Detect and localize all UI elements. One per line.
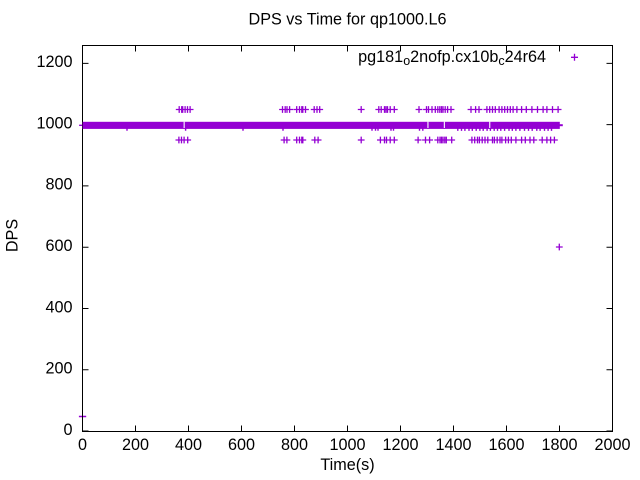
svg-text:Time(s): Time(s) <box>320 456 374 474</box>
svg-text:800: 800 <box>281 436 308 454</box>
svg-text:1200: 1200 <box>382 436 418 454</box>
svg-text:0: 0 <box>78 436 87 454</box>
svg-text:1000: 1000 <box>329 436 365 454</box>
svg-text:DPS vs Time for qp1000.L6: DPS vs Time for qp1000.L6 <box>249 11 447 29</box>
svg-text:1400: 1400 <box>435 436 471 454</box>
svg-text:200: 200 <box>45 360 72 378</box>
svg-text:400: 400 <box>45 298 72 316</box>
svg-text:600: 600 <box>228 436 255 454</box>
svg-text:800: 800 <box>45 176 72 194</box>
svg-text:DPS: DPS <box>4 219 22 252</box>
svg-text:2000: 2000 <box>594 436 630 454</box>
svg-text:1600: 1600 <box>488 436 524 454</box>
svg-text:1800: 1800 <box>541 436 577 454</box>
svg-text:1200: 1200 <box>36 53 72 71</box>
svg-text:0: 0 <box>63 421 72 439</box>
svg-text:200: 200 <box>122 436 149 454</box>
svg-text:600: 600 <box>45 237 72 255</box>
svg-text:400: 400 <box>175 436 202 454</box>
svg-text:1000: 1000 <box>36 114 72 132</box>
svg-text:pg181o2nofp.cx10bc24r64: pg181o2nofp.cx10bc24r64 <box>358 48 546 68</box>
